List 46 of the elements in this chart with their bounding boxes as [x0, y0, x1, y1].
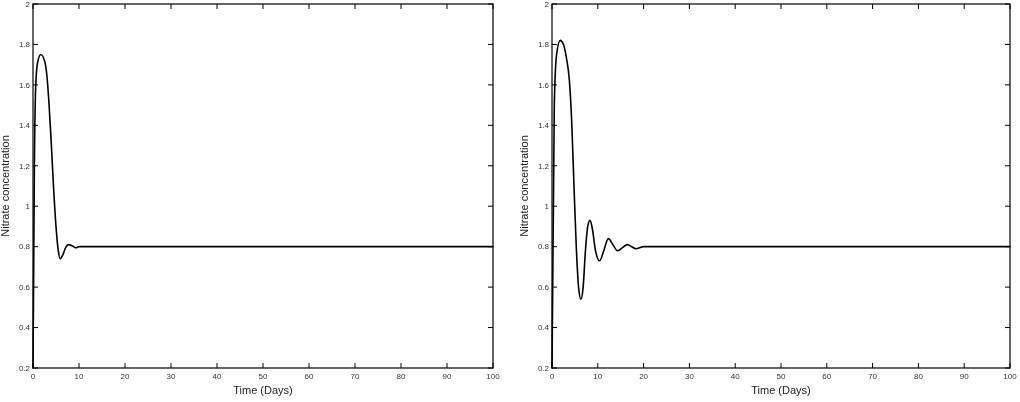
y-tick-label: 0.2	[18, 363, 31, 373]
y-tick-label: 1	[544, 202, 550, 212]
x-tick-label: 90	[442, 372, 452, 381]
x-axis-title: Time (Days)	[751, 384, 811, 396]
y-axis-title: Nitrate concentration	[518, 135, 530, 237]
y-tick-label: 0.8	[537, 242, 550, 252]
x-tick-label: 10	[74, 372, 84, 381]
y-tick-label: 1.4	[537, 121, 550, 131]
y-tick-label: 2	[544, 0, 550, 9]
x-tick-label: 20	[639, 372, 649, 381]
y-tick-label: 1.8	[18, 40, 31, 50]
x-tick-label: 60	[304, 372, 314, 381]
x-tick-label: 70	[868, 372, 878, 381]
x-tick-label: 50	[258, 372, 268, 381]
y-tick-label: 0.4	[537, 323, 550, 333]
x-tick-label: 0	[30, 372, 36, 381]
x-tick-label: 40	[212, 372, 222, 381]
y-tick-label: 0.6	[537, 282, 550, 292]
y-tick-label: 1.4	[18, 121, 31, 131]
y-tick-label: 1.8	[537, 40, 550, 50]
x-tick-label: 60	[822, 372, 832, 381]
x-tick-label: 10	[593, 372, 603, 381]
y-tick-label: 1.2	[537, 161, 550, 171]
x-tick-label: 70	[350, 372, 360, 381]
x-tick-label: 30	[684, 372, 695, 381]
x-tick-label: 80	[913, 372, 924, 381]
x-tick-label: 100	[1003, 372, 1018, 381]
y-tick-label: 0.6	[18, 282, 31, 292]
x-tick-label: 40	[730, 372, 741, 381]
y-tick-label: 0.8	[18, 242, 31, 252]
x-tick-label: 100	[486, 372, 501, 381]
x-tick-label: 20	[120, 372, 130, 381]
y-tick-label: 1.6	[537, 80, 550, 90]
y-axis-title: Nitrate concentration	[0, 135, 11, 237]
y-tick-label: 1.6	[18, 80, 31, 90]
y-tick-label: 0.2	[537, 363, 550, 373]
x-tick-label: 0	[549, 372, 555, 381]
x-tick-label: 90	[959, 372, 970, 381]
x-axis-title: Time (Days)	[233, 384, 293, 396]
y-tick-label: 1.2	[18, 161, 31, 171]
x-tick-label: 50	[776, 372, 786, 381]
y-tick-label: 0.4	[18, 323, 31, 333]
x-tick-label: 80	[396, 372, 406, 381]
y-tick-label: 2	[25, 0, 31, 9]
y-tick-label: 1	[25, 202, 31, 212]
x-tick-label: 30	[166, 372, 176, 381]
